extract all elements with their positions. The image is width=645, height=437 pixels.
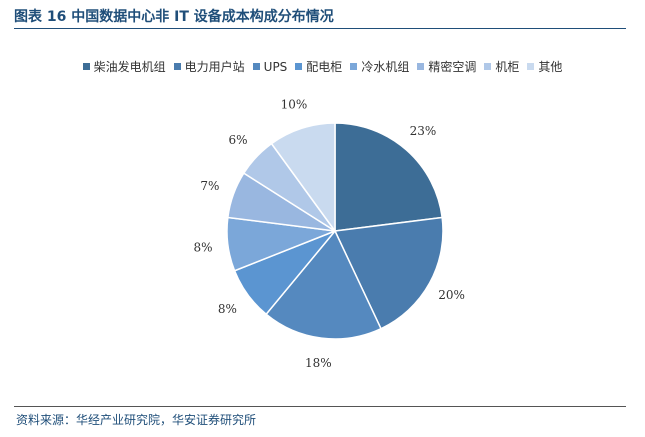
chart-legend: 柴油发电机组 电力用户站 UPS 配电柜 冷水机组 精密空调 机柜 其他 bbox=[0, 58, 645, 75]
slice-data-label: 7% bbox=[200, 179, 219, 193]
slice-data-label: 6% bbox=[229, 133, 248, 147]
legend-label: 冷水机组 bbox=[361, 60, 410, 74]
legend-swatch bbox=[295, 63, 303, 70]
legend-swatch bbox=[173, 63, 181, 70]
pie-slice bbox=[270, 122, 336, 234]
legend-item: 其他 bbox=[527, 58, 562, 75]
legend-item: 精密空调 bbox=[417, 58, 476, 75]
slice-data-label: 8% bbox=[194, 241, 213, 255]
legend-swatch bbox=[82, 63, 90, 70]
legend-item: 电力用户站 bbox=[173, 58, 245, 75]
slice-data-label: 18% bbox=[305, 356, 332, 370]
legend-label: 配电柜 bbox=[306, 60, 343, 74]
slice-data-label: 20% bbox=[438, 288, 465, 302]
legend-item: 机柜 bbox=[484, 58, 519, 75]
legend-swatch bbox=[417, 63, 425, 70]
slice-data-label: 23% bbox=[410, 124, 437, 138]
legend-item: UPS bbox=[252, 60, 288, 74]
legend-label: 精密空调 bbox=[428, 60, 477, 74]
pie-slice bbox=[334, 122, 443, 232]
figure-title: 图表 16 中国数据中心非 IT 设备成本构成分布情况 bbox=[14, 9, 334, 25]
legend-swatch bbox=[527, 63, 535, 70]
legend-label: 其他 bbox=[538, 60, 563, 74]
legend-label: 机柜 bbox=[495, 60, 520, 74]
pie-data-labels: 23% 20% 18% 8% 8% 7% 6% 10% bbox=[194, 98, 465, 370]
pie-slice bbox=[265, 229, 382, 340]
legend-label: 电力用户站 bbox=[184, 60, 245, 74]
title-rule bbox=[14, 28, 626, 29]
slice-data-label: 8% bbox=[218, 302, 237, 316]
source-note: 资料来源：华经产业研究院，华安证券研究所 bbox=[16, 413, 257, 427]
legend-item: 冷水机组 bbox=[350, 58, 409, 75]
pie-slice bbox=[333, 216, 444, 330]
legend-swatch bbox=[252, 63, 260, 70]
legend-label: UPS bbox=[263, 60, 288, 74]
pie-slices bbox=[226, 122, 444, 340]
legend-swatch bbox=[350, 63, 358, 70]
legend-item: 柴油发电机组 bbox=[82, 58, 166, 75]
source-rule bbox=[14, 406, 626, 407]
legend-item: 配电柜 bbox=[295, 58, 342, 75]
legend-label: 柴油发电机组 bbox=[93, 60, 166, 74]
slice-data-label: 10% bbox=[281, 98, 308, 112]
legend-swatch bbox=[484, 63, 492, 70]
